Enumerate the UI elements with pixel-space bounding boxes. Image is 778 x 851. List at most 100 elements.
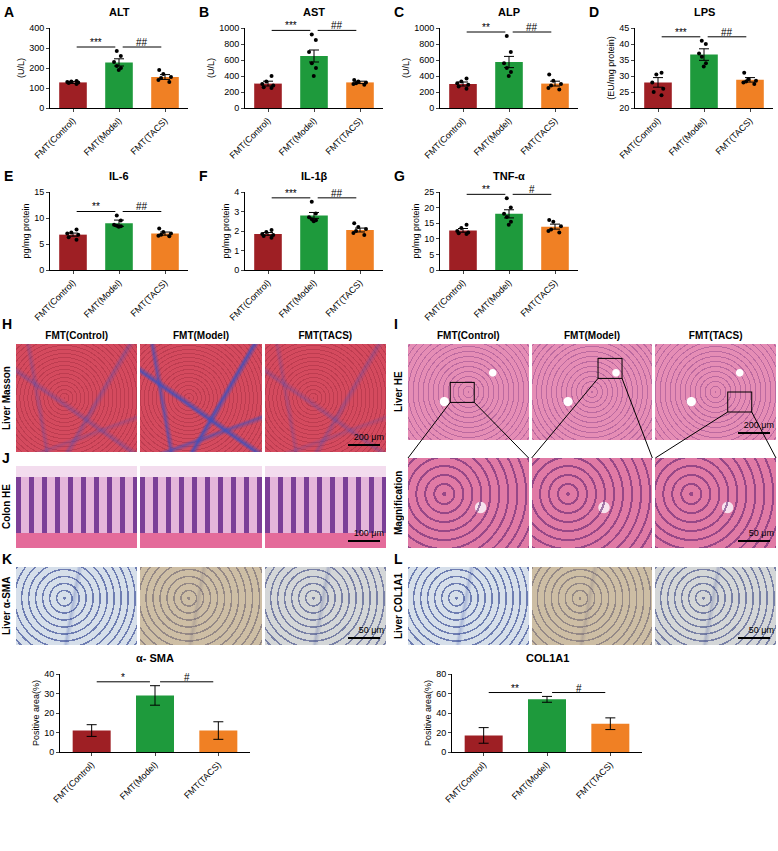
svg-text:FMT(Model): FMT(Model) [472,116,514,158]
svg-text:FMT(Model): FMT(Model) [82,278,124,320]
svg-text:***: *** [90,37,102,48]
svg-text:FMT(TACS): FMT(TACS) [324,278,365,319]
svg-text:***: *** [285,20,297,31]
svg-text:FMT(Control): FMT(Control) [33,116,78,161]
svg-text:***: *** [285,188,297,199]
svg-text:10: 10 [424,234,434,244]
svg-text:800: 800 [419,39,434,49]
svg-text:100: 100 [29,83,44,93]
svg-text:FMT(TACS): FMT(TACS) [574,760,615,801]
svg-text:**: ** [482,22,490,33]
svg-text:FMT(Model): FMT(Model) [472,278,514,320]
svg-text:45: 45 [619,23,629,33]
svg-text:LPS: LPS [694,6,715,18]
svg-text:C: C [394,4,404,20]
svg-text:5: 5 [39,239,44,249]
svg-text:4: 4 [234,187,239,197]
svg-text:40: 40 [436,708,446,718]
svg-text:FMT(TACS): FMT(TACS) [519,278,560,319]
svg-text:FMT(TACS): FMT(TACS) [324,116,365,157]
svg-text:*: * [121,672,125,683]
svg-text:20: 20 [619,103,629,113]
svg-text:800: 800 [224,39,239,49]
svg-text:#: # [529,184,535,195]
svg-text:2: 2 [234,226,239,236]
svg-text:600: 600 [224,55,239,65]
svg-text:30: 30 [44,689,54,699]
svg-text:**: ** [482,184,490,195]
svg-text:FMT(Control): FMT(Control) [33,278,78,323]
svg-text:##: ## [331,20,343,31]
svg-text:FMT(Model): FMT(Model) [667,116,709,158]
svg-text:TNF-α: TNF-α [493,170,525,182]
svg-text:0: 0 [234,103,239,113]
svg-text:pg/mg protein: pg/mg protein [21,203,31,258]
svg-text:FMT(TACS): FMT(TACS) [129,278,170,319]
svg-text:A: A [4,4,14,20]
svg-text:FMT(TACS): FMT(TACS) [519,116,560,157]
svg-text:(U/L): (U/L) [16,58,26,78]
svg-text:FMT(TACS): FMT(TACS) [714,116,755,157]
svg-text:80: 80 [436,669,446,679]
svg-text:FMT(Control): FMT(Control) [618,116,663,161]
svg-text:15: 15 [34,187,44,197]
svg-text:G: G [394,168,405,184]
svg-text:20: 20 [44,708,54,718]
svg-text:30: 30 [619,71,629,81]
svg-text:0: 0 [441,747,446,757]
svg-text:0: 0 [429,265,434,275]
svg-text:15: 15 [424,218,434,228]
svg-text:FMT(Model): FMT(Model) [277,116,319,158]
svg-text:Positive area(%): Positive area(%) [423,680,433,746]
svg-text:3: 3 [234,207,239,217]
svg-text:40: 40 [619,39,629,49]
svg-text:Positive area(%): Positive area(%) [31,680,41,746]
svg-text:300: 300 [29,43,44,53]
svg-text:E: E [4,168,13,184]
svg-text:10: 10 [34,213,44,223]
svg-text:FMT(Model): FMT(Model) [277,278,319,320]
svg-text:IL-1β: IL-1β [301,170,328,182]
svg-text:AST: AST [303,6,325,18]
svg-text:1: 1 [234,246,239,256]
svg-text:10: 10 [44,728,54,738]
svg-text:**: ** [92,201,100,212]
svg-text:0: 0 [429,103,434,113]
svg-text:1000: 1000 [414,23,434,33]
svg-text:FMT(Control): FMT(Control) [228,278,273,323]
svg-text:FMT(Control): FMT(Control) [228,116,273,161]
svg-text:600: 600 [419,55,434,65]
svg-text:##: ## [136,37,148,48]
svg-text:**: ** [511,683,519,694]
svg-text:F: F [199,168,208,184]
svg-text:0: 0 [39,103,44,113]
svg-text:pg/mg protein: pg/mg protein [221,203,231,258]
svg-text:##: ## [136,201,148,212]
svg-text:α- SMA: α- SMA [136,652,174,664]
svg-text:200: 200 [224,87,239,97]
svg-text:B: B [199,4,209,20]
svg-text:FMT(Control): FMT(Control) [51,760,96,805]
svg-text:D: D [589,4,599,20]
svg-text:200: 200 [419,87,434,97]
svg-text:35: 35 [619,55,629,65]
svg-text:400: 400 [29,23,44,33]
svg-text:##: ## [526,22,538,33]
svg-text:(U/L): (U/L) [206,58,216,78]
svg-text:FMT(TACS): FMT(TACS) [182,760,223,801]
svg-text:FMT(Control): FMT(Control) [423,116,468,161]
svg-text:ALT: ALT [109,6,130,18]
svg-text:#: # [184,672,190,683]
svg-text:400: 400 [224,71,239,81]
svg-text:25: 25 [424,187,434,197]
svg-text:ALP: ALP [498,6,520,18]
svg-text:(U/L): (U/L) [401,58,411,78]
svg-text:FMT(Model): FMT(Model) [118,760,160,802]
svg-text:400: 400 [419,71,434,81]
svg-text:20: 20 [424,203,434,213]
svg-text:FMT(Control): FMT(Control) [443,760,488,805]
svg-text:FMT(Model): FMT(Model) [82,116,124,158]
svg-text:COL1A1: COL1A1 [526,652,569,664]
svg-text:##: ## [331,188,343,199]
svg-text:5: 5 [429,250,434,260]
